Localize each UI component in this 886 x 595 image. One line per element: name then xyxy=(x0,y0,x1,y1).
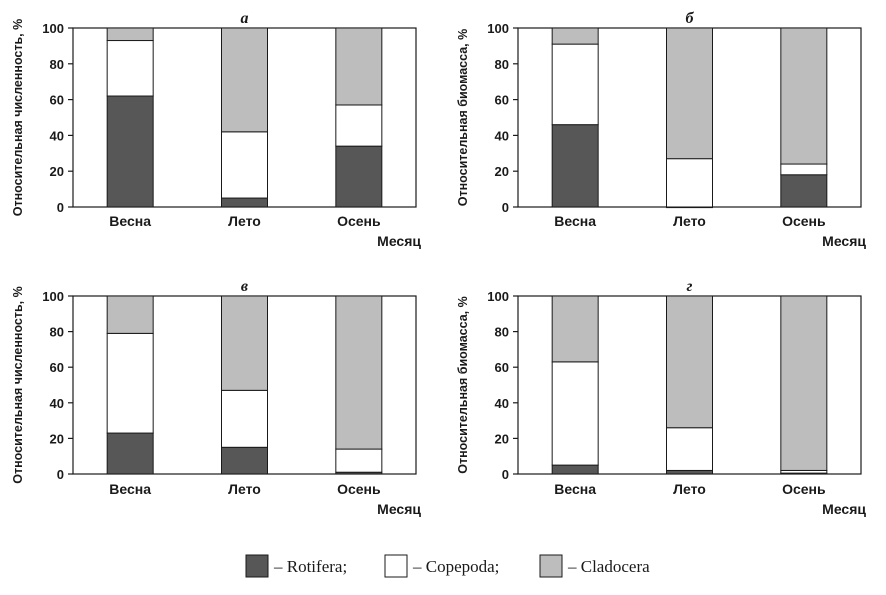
bar-segment-cladocera xyxy=(221,27,268,133)
bar-segment-copepoda xyxy=(335,448,383,473)
y-tick-label: 20 xyxy=(495,431,509,446)
bar-segment-copepoda xyxy=(551,361,599,466)
x-axis-title: Месяц xyxy=(822,501,866,517)
chart-panel-1: 0 20 40 60 80 100 Весна Лето Осень Относительная … xyxy=(11,10,421,249)
bar-segment-cladocera xyxy=(780,27,828,165)
x-category-label: Осень xyxy=(337,213,381,229)
panel-label: г xyxy=(687,278,693,295)
bar-segment-rotifera xyxy=(551,124,599,208)
y-tick-label: 0 xyxy=(502,200,509,215)
y-tick-label: 60 xyxy=(50,93,64,108)
y-tick-label: 60 xyxy=(50,360,64,375)
x-category-label: Лето xyxy=(673,481,706,497)
bar-segment-copepoda xyxy=(221,131,268,199)
legend-swatch-copepoda xyxy=(384,554,408,578)
panel-label: в xyxy=(241,278,248,295)
bar-segment-rotifera xyxy=(221,197,268,208)
y-axis-title: Относительная численность, % xyxy=(11,19,25,216)
y-tick-label: 100 xyxy=(42,289,64,304)
bar-segment-rotifera xyxy=(551,464,599,475)
bar-segment-copepoda xyxy=(551,43,599,126)
y-tick-label: 40 xyxy=(495,128,509,143)
chart-panel-2: 0 20 40 60 80 100 Весна Лето Осень Относительная … xyxy=(456,10,866,249)
bar-segment-cladocera xyxy=(335,27,383,106)
bar-segment-cladocera xyxy=(780,295,828,471)
y-tick-label: 0 xyxy=(502,467,509,482)
y-axis-title: Относительная численность, % xyxy=(11,286,25,483)
legend: – Rotifera; – Copepoda; – Cladocera xyxy=(245,554,650,578)
y-axis-title: Относительная биомасса, % xyxy=(456,296,470,473)
y-tick-label: 20 xyxy=(495,164,509,179)
y-tick-label: 60 xyxy=(495,360,509,375)
x-axis-title: Месяц xyxy=(377,501,421,517)
bar-segment-cladocera xyxy=(666,27,713,160)
x-axis-title: Месяц xyxy=(377,233,421,249)
x-category-label: Осень xyxy=(782,213,826,229)
chart-panels: 0 20 40 60 80 100 Весна Лето Осень Относительная … xyxy=(11,10,866,517)
legend-label-cladocera: – Cladocera xyxy=(567,557,650,576)
y-tick-label: 40 xyxy=(50,128,64,143)
x-category-label: Весна xyxy=(554,481,596,497)
y-tick-label: 80 xyxy=(50,325,64,340)
bar-segment-cladocera xyxy=(551,295,599,363)
bar-segment-cladocera xyxy=(106,295,154,334)
x-category-label: Весна xyxy=(109,481,151,497)
x-axis-title: Месяц xyxy=(822,233,866,249)
bar-segment-cladocera xyxy=(335,295,383,450)
legend-label-copepoda: – Copepoda; xyxy=(412,557,499,576)
legend-label-rotifera: – Rotifera; xyxy=(273,557,347,576)
bar-segment-cladocera xyxy=(666,295,713,429)
bar-segment-copepoda xyxy=(666,427,713,471)
bar-segment-copepoda xyxy=(106,332,154,434)
panel-label: б xyxy=(686,10,695,27)
y-tick-label: 40 xyxy=(50,396,64,411)
y-axis-title: Относительная биомасса, % xyxy=(456,29,470,206)
y-tick-label: 0 xyxy=(57,467,64,482)
chart-panel-4: 0 20 40 60 80 100 Весна Лето Осень Относительная … xyxy=(456,278,866,517)
x-category-label: Весна xyxy=(554,213,596,229)
bar-segment-cladocera xyxy=(551,27,599,45)
chart-panel-3: 0 20 40 60 80 100 Весна Лето Осень Относительная … xyxy=(11,278,421,517)
bar-segment-rotifera xyxy=(780,174,828,208)
y-tick-label: 100 xyxy=(42,21,64,36)
x-category-label: Весна xyxy=(109,213,151,229)
bar-segment-copepoda xyxy=(221,389,268,448)
y-tick-label: 80 xyxy=(495,57,509,72)
bar-segment-copepoda xyxy=(780,163,828,176)
x-category-label: Осень xyxy=(782,481,826,497)
x-category-label: Лето xyxy=(673,213,706,229)
x-category-label: Лето xyxy=(228,481,261,497)
y-tick-label: 40 xyxy=(495,396,509,411)
y-tick-label: 60 xyxy=(495,93,509,108)
bar-segment-rotifera xyxy=(221,446,268,475)
bar-segment-copepoda xyxy=(106,40,154,97)
bar-segment-rotifera xyxy=(666,469,713,475)
bar-segment-copepoda xyxy=(666,158,713,208)
y-tick-label: 80 xyxy=(50,57,64,72)
bar-segment-copepoda xyxy=(335,104,383,147)
bar-segment-rotifera xyxy=(335,145,383,208)
bar-segment-rotifera xyxy=(106,432,154,475)
y-tick-label: 80 xyxy=(495,325,509,340)
y-tick-label: 20 xyxy=(50,431,64,446)
bar-segment-rotifera xyxy=(106,95,154,208)
y-tick-label: 20 xyxy=(50,164,64,179)
bar-segment-cladocera xyxy=(221,295,268,391)
y-tick-label: 100 xyxy=(487,21,509,36)
x-category-label: Осень xyxy=(337,481,381,497)
y-tick-label: 100 xyxy=(487,289,509,304)
legend-swatch-rotifera xyxy=(245,554,269,578)
panel-label: а xyxy=(241,10,249,27)
y-tick-label: 0 xyxy=(57,200,64,215)
x-category-label: Лето xyxy=(228,213,261,229)
bar-segment-cladocera xyxy=(106,27,154,42)
legend-swatch-cladocera xyxy=(539,554,563,578)
